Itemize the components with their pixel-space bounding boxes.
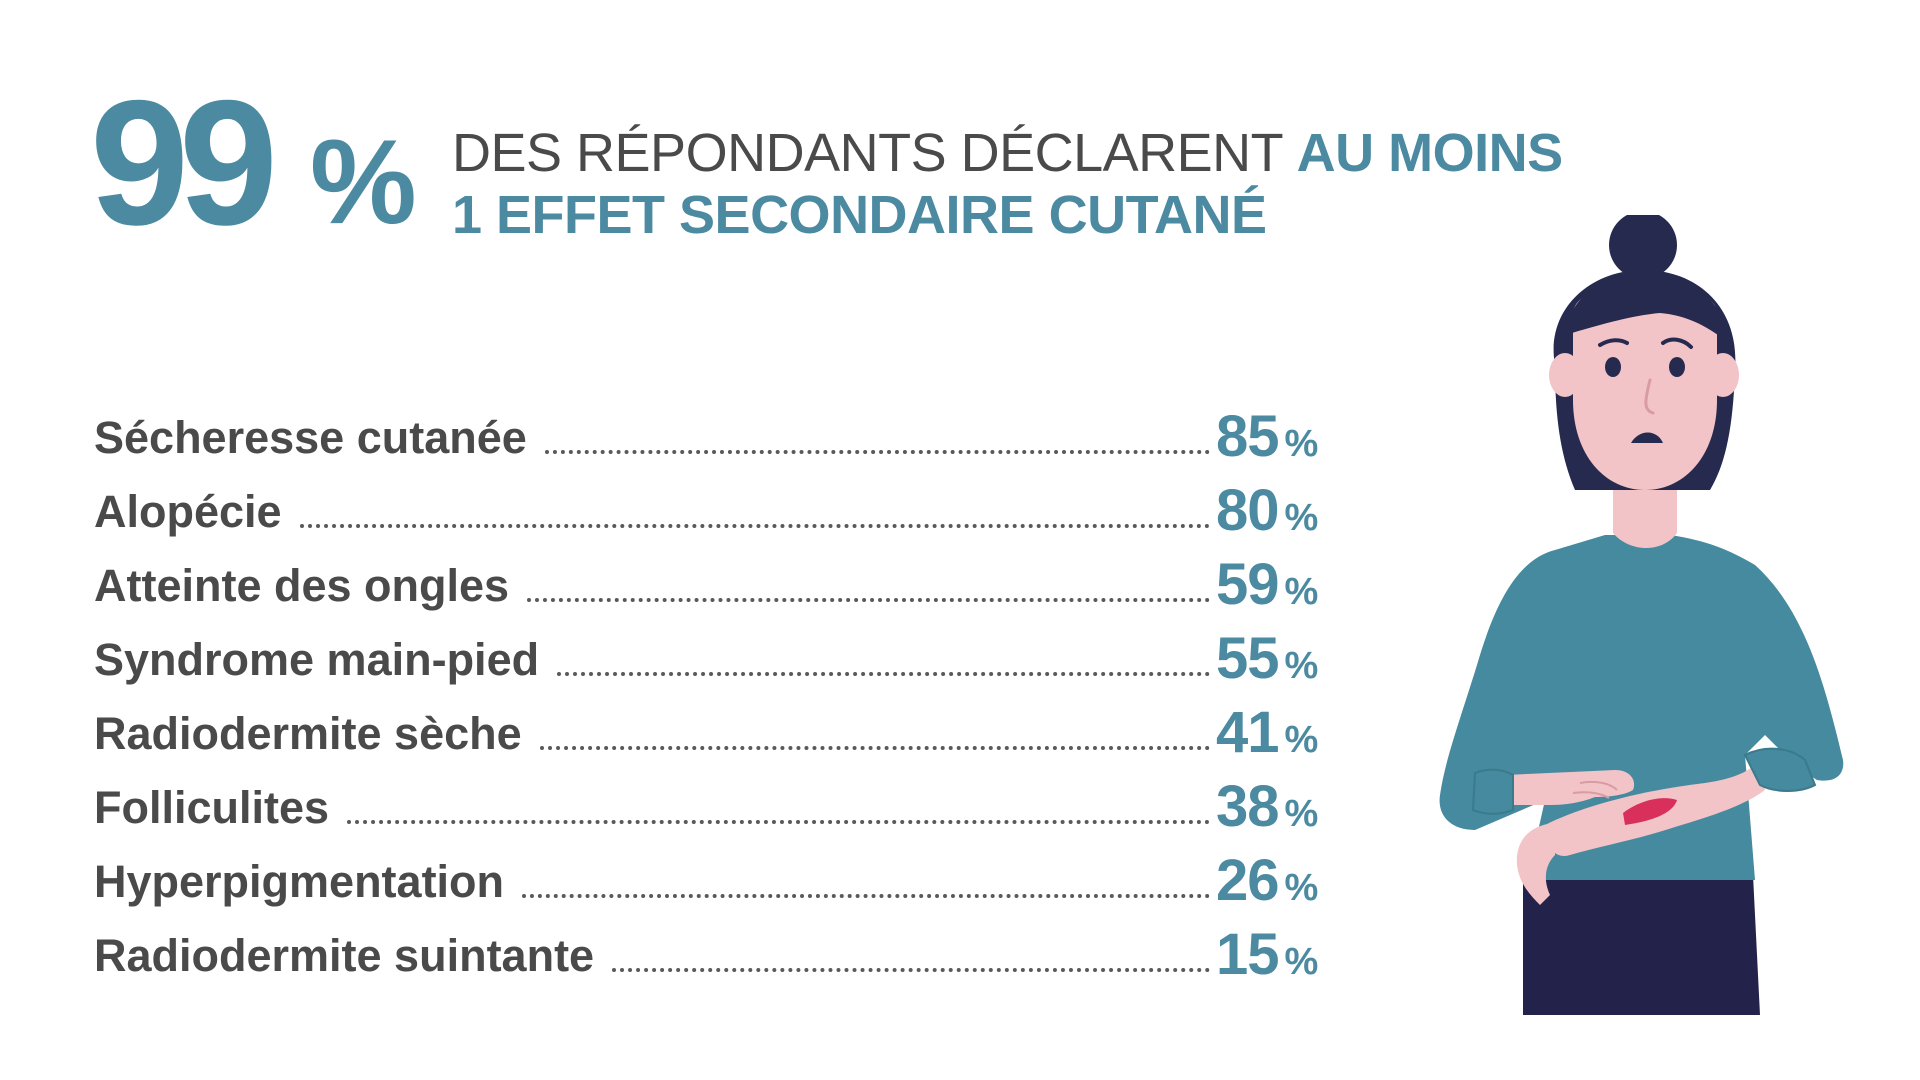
effect-value-unit: % <box>1284 497 1319 539</box>
headline-text-plain: DES RÉPONDANTS DÉCLARENT <box>452 123 1297 183</box>
pants-shape <box>1523 875 1760 1015</box>
right-eyebrow <box>1661 337 1693 349</box>
effect-value-number: 41 <box>1216 700 1280 765</box>
effect-value: 38% <box>1216 778 1334 836</box>
list-item: Hyperpigmentation 26% <box>94 836 1334 910</box>
effect-label: Radiodermite suintante <box>94 930 595 981</box>
effect-value-number: 15 <box>1216 922 1280 987</box>
effect-label: Folliculites <box>94 782 330 833</box>
hair-fringe-shape <box>1565 273 1725 340</box>
headline-text-bold-2: 1 EFFET SECONDAIRE CUTANÉ <box>452 185 1267 245</box>
stat-percent-sign: % <box>310 115 417 249</box>
list-item: Syndrome main-pied 55% <box>94 614 1334 688</box>
effect-value-unit: % <box>1284 793 1319 835</box>
headline: 99 % DES RÉPONDANTS DÉCLARENT AU MOINS 1… <box>90 74 1563 252</box>
dotted-leader <box>527 598 1210 602</box>
effect-value-number: 55 <box>1216 626 1280 691</box>
effect-value: 41% <box>1216 704 1334 762</box>
effect-value: 15% <box>1216 926 1334 984</box>
dotted-leader <box>557 672 1210 676</box>
stat-number: 99 <box>90 63 278 262</box>
dotted-leader <box>347 820 1210 824</box>
list-item: Alopécie 80% <box>94 466 1334 540</box>
scratching-hand-shape <box>1500 770 1635 805</box>
side-effects-list: Sécheresse cutanée 85% Alopécie 80% Atte… <box>94 392 1334 984</box>
list-item: Radiodermite sèche 41% <box>94 688 1334 762</box>
effect-label: Alopécie <box>94 486 282 537</box>
nose-shape <box>1644 378 1655 415</box>
effect-value: 26% <box>1216 852 1334 910</box>
list-item: Sécheresse cutanée 85% <box>94 392 1334 466</box>
left-eye <box>1605 357 1621 377</box>
effect-label: Hyperpigmentation <box>94 856 505 907</box>
effect-value-unit: % <box>1284 867 1319 909</box>
face-shape <box>1573 285 1717 490</box>
right-eye <box>1669 357 1685 377</box>
left-eyebrow <box>1598 338 1629 347</box>
extended-hand-shape <box>1516 823 1555 905</box>
mouth-shape <box>1631 432 1663 443</box>
headline-text: DES RÉPONDANTS DÉCLARENT AU MOINS 1 EFFE… <box>452 122 1563 246</box>
effect-value: 85% <box>1216 408 1334 466</box>
effect-value-unit: % <box>1284 941 1319 983</box>
neck-shape <box>1613 475 1677 548</box>
effect-label: Atteinte des ongles <box>94 560 510 611</box>
effect-value-unit: % <box>1284 645 1319 687</box>
effect-value-number: 85 <box>1216 404 1280 469</box>
dotted-leader <box>299 524 1210 528</box>
list-item: Atteinte des ongles 59% <box>94 540 1334 614</box>
dotted-leader <box>539 746 1210 750</box>
woman-checking-skin-rash-icon <box>1439 215 1844 1015</box>
effect-value-unit: % <box>1284 423 1319 465</box>
headline-text-bold-1: AU MOINS <box>1296 123 1564 183</box>
dotted-leader <box>522 894 1210 898</box>
effect-value-number: 26 <box>1216 848 1280 913</box>
effect-value: 55% <box>1216 630 1334 688</box>
list-item: Radiodermite suintante 15% <box>94 910 1334 984</box>
hair-bun-shape <box>1609 215 1677 279</box>
effect-value: 59% <box>1216 556 1334 614</box>
effect-value-number: 38 <box>1216 774 1280 839</box>
right-sleeve-cuff <box>1743 747 1817 792</box>
effect-value-number: 59 <box>1216 552 1280 617</box>
left-sleeve-cuff <box>1471 768 1514 815</box>
dotted-leader <box>544 450 1210 454</box>
effect-value: 80% <box>1216 482 1334 540</box>
dotted-leader <box>612 968 1210 972</box>
effect-value-number: 80 <box>1216 478 1280 543</box>
effect-label: Syndrome main-pied <box>94 634 540 685</box>
effect-label: Radiodermite sèche <box>94 708 522 759</box>
skin-rash-shape <box>1623 798 1677 825</box>
effect-label: Sécheresse cutanée <box>94 412 527 463</box>
effect-value-unit: % <box>1284 719 1319 761</box>
list-item: Folliculites 38% <box>94 762 1334 836</box>
finger-line-2 <box>1572 791 1610 799</box>
finger-line-1 <box>1579 780 1618 791</box>
effect-value-unit: % <box>1284 571 1319 613</box>
